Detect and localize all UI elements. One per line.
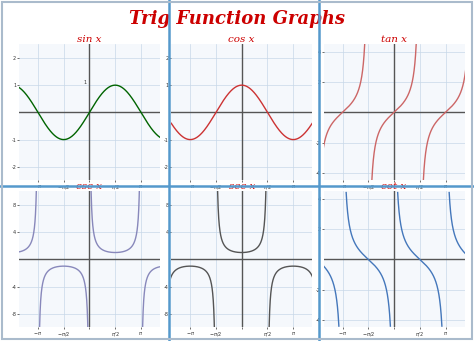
Title: cos x: cos x <box>228 34 255 44</box>
Title: csc x: csc x <box>76 181 102 191</box>
Title: tan x: tan x <box>381 34 407 44</box>
Text: Trig Function Graphs: Trig Function Graphs <box>129 10 345 28</box>
Title: sec x: sec x <box>228 181 255 191</box>
Text: 1: 1 <box>84 80 87 85</box>
Title: cot x: cot x <box>382 181 407 191</box>
Title: sin x: sin x <box>77 34 102 44</box>
